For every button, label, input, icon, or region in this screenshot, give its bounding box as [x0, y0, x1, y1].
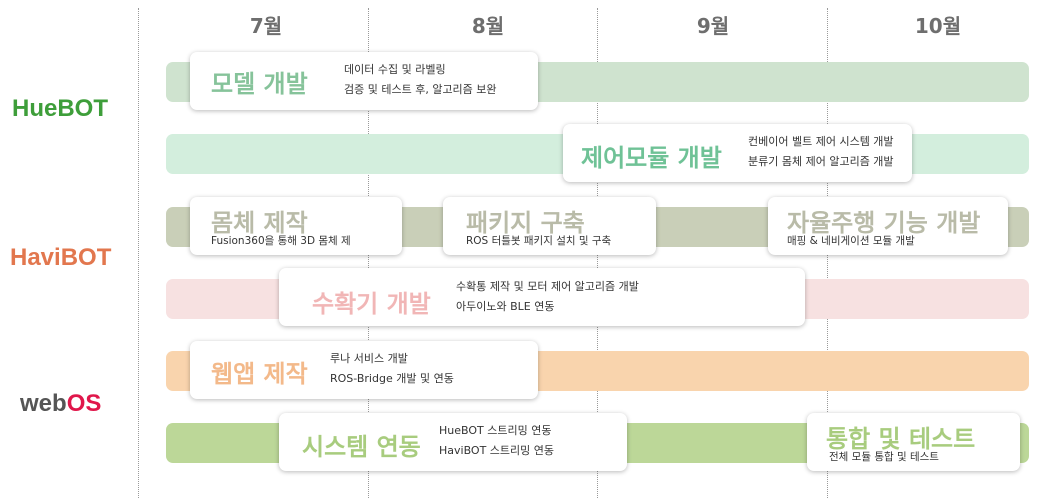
task-desc: Fusion360을 통해 3D 몸체 제	[211, 235, 351, 247]
task-title: 시스템 연동	[302, 433, 421, 461]
divider-line	[138, 8, 139, 498]
task-card-autonomous-driving: 자율주행 기능 개발 매핑 & 네비게이션 모듈 개발	[768, 197, 1008, 255]
task-desc: ROS-Bridge 개발 및 연동	[330, 372, 454, 385]
task-desc: 수확통 제작 및 모터 제어 알고리즘 개발	[456, 280, 639, 293]
task-title: 패키지 구축	[466, 209, 585, 237]
task-desc: HaviBOT 스트리밍 연동	[439, 444, 555, 457]
task-title: 자율주행 기능 개발	[787, 209, 981, 237]
task-desc: 루나 서비스 개발	[330, 352, 408, 365]
task-desc: 컨베이어 벨트 제어 시스템 개발	[748, 135, 894, 148]
task-title: 통합 및 테스트	[826, 425, 976, 453]
task-card-package-setup: 패키지 구축 ROS 터틀봇 패키지 설치 및 구축	[443, 197, 656, 255]
month-label-aug: 8월	[471, 14, 505, 38]
task-title: 수확기 개발	[312, 290, 431, 318]
task-desc: 전체 모듈 통합 및 테스트	[829, 451, 939, 463]
task-card-integration-test: 통합 및 테스트 전체 모듈 통합 및 테스트	[807, 413, 1020, 471]
task-card-model-dev: 모델 개발 데이터 수집 및 라벨링 검증 및 테스트 후, 알고리즘 보완	[190, 52, 538, 110]
task-desc: ROS 터틀봇 패키지 설치 및 구축	[466, 235, 612, 247]
group-label-havibot: HaviBOT	[10, 244, 112, 271]
task-desc: 아두이노와 BLE 연동	[456, 300, 555, 313]
webos-label-web: web	[20, 390, 67, 417]
task-card-system-integration: 시스템 연동 HueBOT 스트리밍 연동 HaviBOT 스트리밍 연동	[279, 413, 627, 471]
group-label-huebot: HueBOT	[12, 95, 108, 122]
task-desc: 매핑 & 네비게이션 모듈 개발	[787, 235, 915, 247]
task-card-control-module: 제어모듈 개발 컨베이어 벨트 제어 시스템 개발 분류기 몸체 제어 알고리즘…	[563, 124, 912, 182]
task-card-webapp-build: 웹앱 제작 루나 서비스 개발 ROS-Bridge 개발 및 연동	[190, 341, 538, 399]
webos-label-os: OS	[66, 390, 102, 417]
task-card-harvester-dev: 수확기 개발 수확통 제작 및 모터 제어 알고리즘 개발 아두이노와 BLE …	[279, 268, 805, 326]
task-desc: 분류기 몸체 제어 알고리즘 개발	[748, 155, 894, 168]
task-desc: 검증 및 테스트 후, 알고리즘 보완	[344, 83, 497, 96]
month-label-sep: 9월	[696, 14, 730, 38]
group-label-webos: webOS	[20, 390, 101, 418]
task-title: 모델 개발	[211, 70, 308, 98]
task-desc: HueBOT 스트리밍 연동	[439, 424, 552, 437]
task-title: 제어모듈 개발	[581, 144, 722, 172]
task-title: 몸체 제작	[211, 209, 308, 237]
task-title: 웹앱 제작	[211, 360, 308, 388]
task-desc: 데이터 수집 및 라벨링	[344, 63, 446, 76]
month-label-jul: 7월	[249, 14, 283, 38]
task-card-body-build: 몸체 제작 Fusion360을 통해 3D 몸체 제	[190, 197, 402, 255]
month-label-oct: 10월	[914, 14, 962, 38]
